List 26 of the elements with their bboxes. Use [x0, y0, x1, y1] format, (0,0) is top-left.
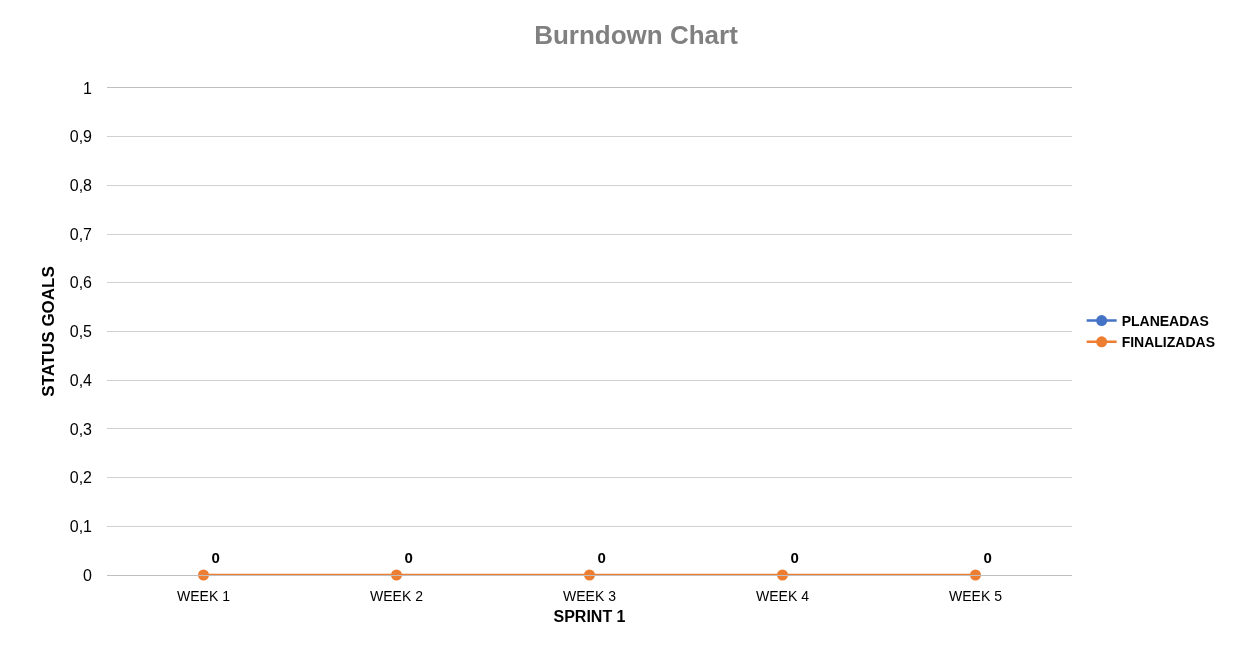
chart-title: Burndown Chart [534, 20, 739, 51]
x-tick-label: WEEK 1 [177, 587, 231, 604]
y-tick-label: 0,8 [69, 177, 93, 194]
y-tick-label: 0,3 [69, 420, 93, 438]
x-tick-label: WEEK 5 [949, 587, 1003, 604]
x-tick-label: WEEK 2 [370, 587, 424, 604]
x-tick-label: WEEK 4 [756, 587, 810, 604]
y-tick-label: 1 [83, 79, 93, 97]
y-tick-label: 0,2 [69, 469, 93, 487]
y-tick-label: 0,5 [69, 323, 93, 341]
y-axis-title: STATUS GOALS [39, 266, 59, 397]
legend-label: PLANEADAS [1121, 313, 1209, 330]
y-tick-label: 0,7 [69, 225, 93, 243]
data-label: 0 [597, 549, 606, 567]
y-tick-label: 0 [83, 566, 93, 584]
x-axis-title: SPRINT 1 [553, 608, 626, 626]
y-tick-label: 0,1 [69, 517, 93, 535]
y-tick-label: 0,4 [69, 371, 93, 389]
data-label: 0 [790, 549, 799, 567]
x-tick-label: WEEK 3 [563, 587, 617, 604]
y-tick-label: 0,9 [69, 128, 93, 146]
data-label: 0 [211, 549, 220, 567]
legend-label: FINALIZADAS [1121, 334, 1215, 351]
y-tick-label: 0,6 [69, 274, 93, 292]
data-label: 0 [983, 549, 992, 567]
data-label: 0 [404, 549, 413, 567]
